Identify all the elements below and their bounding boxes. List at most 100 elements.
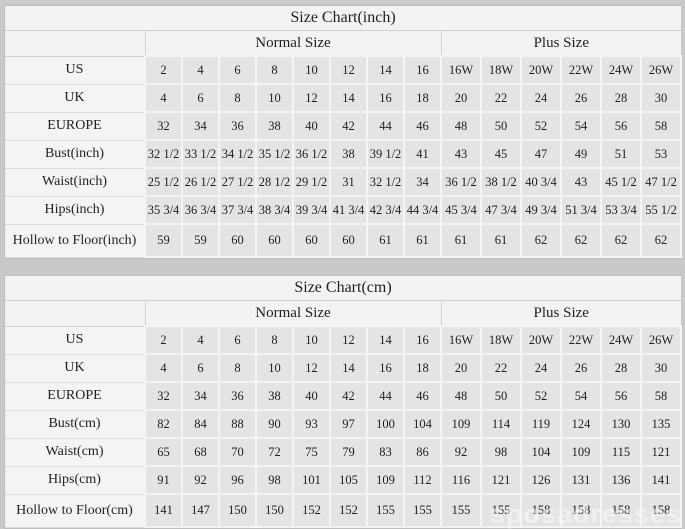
size-value-cell: 38 3/4 bbox=[255, 195, 294, 225]
row-header: EUROPE bbox=[5, 111, 146, 141]
size-value-cell: 24 bbox=[520, 353, 562, 383]
size-value-cell: 16 bbox=[403, 325, 442, 355]
column-group-row: Normal Size Plus Size bbox=[5, 30, 682, 57]
size-value-cell: 155 bbox=[403, 493, 442, 528]
size-value-cell: 51 3/4 bbox=[560, 195, 602, 225]
size-value-cell: 49 bbox=[560, 139, 602, 169]
row-header: UK bbox=[5, 353, 146, 383]
table-row: Bust(inch) 32 1/2 33 1/2 34 1/2 35 1/2 36 1/2… bbox=[5, 139, 683, 169]
size-value-cell: 79 bbox=[329, 437, 368, 467]
size-value-cell: 141 bbox=[639, 465, 683, 495]
size-value-cell: 62 bbox=[600, 223, 642, 258]
size-value-cell: 26 1/2 bbox=[181, 167, 220, 197]
size-value-cell: 34 bbox=[181, 381, 220, 411]
size-value-cell: 60 bbox=[329, 223, 368, 258]
size-value-cell: 36 1/2 bbox=[440, 167, 482, 197]
size-value-cell: 109 bbox=[560, 437, 602, 467]
size-value-cell: 83 bbox=[366, 437, 405, 467]
size-value-cell: 155 bbox=[480, 493, 522, 528]
size-value-cell: 38 bbox=[329, 139, 368, 169]
size-value-cell: 50 bbox=[480, 381, 522, 411]
size-value-cell: 20W bbox=[520, 55, 562, 85]
size-value-cell: 44 3/4 bbox=[403, 195, 442, 225]
column-group-plus-size: Plus Size bbox=[440, 30, 682, 57]
table-row: Hips(inch) 35 3/4 36 3/4 37 3/4 38 3/4 39 3/4… bbox=[5, 195, 683, 225]
size-value-cell: 61 bbox=[480, 223, 522, 258]
size-value-cell: 32 bbox=[144, 111, 183, 141]
size-value-cell: 42 bbox=[329, 111, 368, 141]
size-value-cell: 116 bbox=[440, 465, 482, 495]
size-value-cell: 56 bbox=[600, 381, 642, 411]
size-value-cell: 43 bbox=[440, 139, 482, 169]
size-chart-inch-card: Size Chart(inch) Normal Size Plus Size U… bbox=[4, 5, 683, 259]
size-value-cell: 12 bbox=[329, 55, 368, 85]
size-value-cell: 41 3/4 bbox=[329, 195, 368, 225]
size-value-cell: 52 bbox=[520, 111, 562, 141]
table-row: EUROPE 32 34 36 38 40 42 44 46 48 50 52 54 56 58 bbox=[5, 111, 683, 141]
size-value-cell: 22 bbox=[480, 353, 522, 383]
size-value-cell: 46 bbox=[403, 381, 442, 411]
size-value-cell: 38 bbox=[255, 111, 294, 141]
size-value-cell: 150 bbox=[255, 493, 294, 528]
table-row: UK 4 6 8 10 12 14 16 18 20 22 24 26 28 30 bbox=[5, 83, 683, 113]
size-value-cell: 39 3/4 bbox=[292, 195, 331, 225]
size-value-cell: 65 bbox=[144, 437, 183, 467]
size-value-cell: 30 bbox=[639, 353, 683, 383]
size-value-cell: 31 bbox=[329, 167, 368, 197]
size-value-cell: 53 3/4 bbox=[600, 195, 642, 225]
size-value-cell: 8 bbox=[255, 325, 294, 355]
size-value-cell: 45 3/4 bbox=[440, 195, 482, 225]
size-value-cell: 48 bbox=[440, 111, 482, 141]
size-value-cell: 55 1/2 bbox=[639, 195, 683, 225]
size-value-cell: 60 bbox=[292, 223, 331, 258]
size-value-cell: 37 3/4 bbox=[218, 195, 257, 225]
size-value-cell: 28 bbox=[600, 83, 642, 113]
size-value-cell: 45 1/2 bbox=[600, 167, 642, 197]
size-value-cell: 10 bbox=[292, 55, 331, 85]
size-value-cell: 130 bbox=[600, 409, 642, 439]
size-value-cell: 112 bbox=[403, 465, 442, 495]
size-value-cell: 36 3/4 bbox=[181, 195, 220, 225]
size-value-cell: 61 bbox=[440, 223, 482, 258]
size-value-cell: 59 bbox=[144, 223, 183, 258]
size-value-cell: 53 bbox=[639, 139, 683, 169]
size-value-cell: 136 bbox=[600, 465, 642, 495]
size-value-cell: 155 bbox=[440, 493, 482, 528]
size-value-cell: 54 bbox=[560, 111, 602, 141]
size-value-cell: 92 bbox=[440, 437, 482, 467]
size-value-cell: 44 bbox=[366, 111, 405, 141]
size-value-cell: 2 bbox=[144, 325, 183, 355]
size-value-cell: 50 bbox=[480, 111, 522, 141]
size-value-cell: 40 bbox=[292, 381, 331, 411]
size-value-cell: 34 bbox=[181, 111, 220, 141]
table-row: Hips(cm) 91 92 96 98 101 105 109 112 116 121 126 131… bbox=[5, 465, 683, 495]
size-value-cell: 96 bbox=[218, 465, 257, 495]
row-header: Bust(cm) bbox=[5, 409, 146, 439]
size-value-cell: 121 bbox=[639, 437, 683, 467]
column-group-row: Normal Size Plus Size bbox=[5, 300, 682, 327]
size-value-cell: 4 bbox=[181, 325, 220, 355]
size-value-cell: 32 bbox=[144, 381, 183, 411]
size-value-cell: 6 bbox=[218, 55, 257, 85]
size-value-cell: 36 1/2 bbox=[292, 139, 331, 169]
size-value-cell: 12 bbox=[292, 353, 331, 383]
size-value-cell: 16 bbox=[366, 353, 405, 383]
size-value-cell: 38 1/2 bbox=[480, 167, 522, 197]
size-value-cell: 8 bbox=[218, 353, 257, 383]
size-value-cell: 48 bbox=[440, 381, 482, 411]
size-value-cell: 40 bbox=[292, 111, 331, 141]
size-value-cell: 16W bbox=[440, 55, 482, 85]
size-value-cell: 4 bbox=[144, 83, 183, 113]
table-row: Waist(inch) 25 1/2 26 1/2 27 1/2 28 1/2 29 1/… bbox=[5, 167, 683, 197]
column-group-plus-size: Plus Size bbox=[440, 300, 682, 327]
size-value-cell: 91 bbox=[144, 465, 183, 495]
size-value-cell: 18W bbox=[480, 325, 522, 355]
size-value-cell: 16 bbox=[403, 55, 442, 85]
size-value-cell: 4 bbox=[144, 353, 183, 383]
size-value-cell: 22 bbox=[480, 83, 522, 113]
size-value-cell: 82 bbox=[144, 409, 183, 439]
size-value-cell: 109 bbox=[366, 465, 405, 495]
size-value-cell: 68 bbox=[181, 437, 220, 467]
size-value-cell: 35 3/4 bbox=[144, 195, 183, 225]
size-value-cell: 41 bbox=[403, 139, 442, 169]
